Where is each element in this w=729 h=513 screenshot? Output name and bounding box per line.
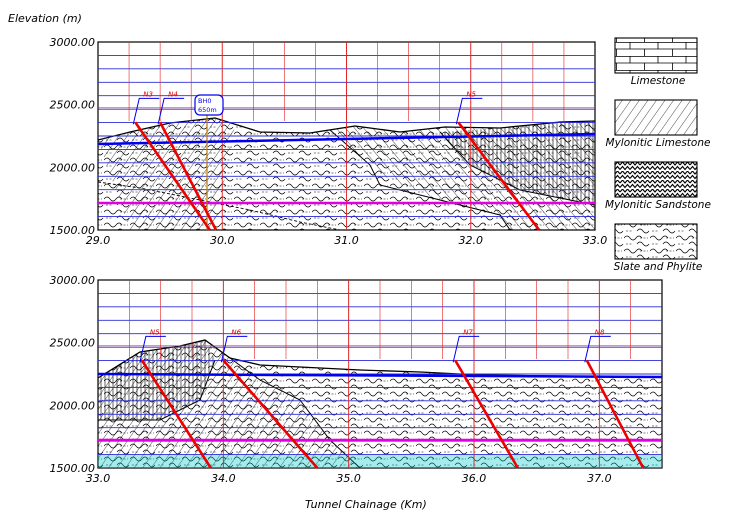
legend-swatch-brick — [614, 37, 698, 74]
fault-line — [158, 121, 218, 231]
fault-leader — [452, 335, 480, 363]
fault-line — [457, 121, 541, 231]
legend-item: Mylonitic Limestone — [606, 99, 711, 149]
legend-label: Limestone — [631, 75, 686, 87]
legend-item: Slate and Phylite — [614, 223, 703, 273]
legend-swatch-zigzag — [614, 161, 698, 198]
cyan-base-zone — [98, 455, 662, 468]
legend-label: Mylonitic Sandstone — [605, 199, 711, 211]
fault-leader — [139, 335, 166, 363]
fault-label: N5 — [150, 328, 160, 336]
top-x-ticks: 29.0 30.0 31.0 32.0 33.0 — [86, 234, 608, 247]
y-tick-label: 3000.00 — [50, 274, 96, 287]
legend-item: Limestone — [614, 37, 698, 87]
fault-label: N7 — [463, 328, 473, 336]
fault-label: N6 — [231, 328, 241, 336]
x-tick-label: 32.0 — [459, 234, 484, 247]
fault-label: N8 — [595, 328, 605, 336]
borehole-label: BH0 — [198, 97, 211, 105]
y-tick-label: 1500.00 — [50, 462, 96, 475]
bottom-x-ticks: 33.0 34.0 35.0 36.0 37.0 — [86, 472, 612, 485]
legend-item: Mylonitic Sandstone — [605, 161, 711, 211]
y-tick-label: 2500.00 — [50, 99, 96, 112]
legend-swatch-wavy — [614, 223, 698, 260]
ground-surface-line — [97, 117, 596, 141]
y-tick-label: 2000.00 — [50, 399, 96, 412]
y-tick-label: 1500.00 — [50, 224, 96, 237]
tunnel-alignment-line-bottom — [97, 372, 663, 379]
fault-leader — [455, 97, 483, 125]
legend-label: Mylonitic Limestone — [606, 137, 711, 149]
elevation-axis-label: Elevation (m) — [8, 12, 82, 25]
fault-line — [454, 359, 519, 469]
fault-label: N5 — [466, 90, 476, 98]
x-tick-label: 36.0 — [462, 472, 487, 485]
top-y-ticks: 3000.00 2500.00 2000.00 1500.00 — [50, 36, 96, 237]
bottom-profile-panel: N5 N6 N7 N8 3000.00 2500.00 2000.00 1500.00 33… — [50, 274, 663, 485]
legend-label: Slate and Phylite — [614, 261, 703, 273]
x-tick-label: 33.0 — [86, 472, 111, 485]
x-tick-label: 37.0 — [587, 472, 612, 485]
bottom-y-ticks: 3000.00 2500.00 2000.00 1500.00 — [50, 274, 96, 475]
y-tick-label: 2000.00 — [50, 161, 96, 174]
borehole-sublabel: 650m — [198, 106, 217, 114]
fault-label: N4 — [168, 90, 178, 98]
tunnel-alignment-line — [97, 132, 596, 146]
x-tick-label: 30.0 — [210, 234, 235, 247]
x-tick-label: 35.0 — [336, 472, 361, 485]
borehole-tag — [194, 94, 224, 116]
legend-swatch-diagonal — [614, 99, 698, 136]
fault-line — [222, 359, 319, 469]
lithology-legend: Limestone Mylonitic Limestone Mylonitic Sa… — [605, 37, 711, 273]
fault-leader — [584, 335, 611, 363]
x-tick-label: 29.0 — [86, 234, 111, 247]
fault-leader — [220, 335, 248, 363]
x-tick-label: 34.0 — [211, 472, 236, 485]
x-tick-label: 31.0 — [334, 234, 359, 247]
fault-line — [134, 121, 211, 231]
top-profile-panel: BH0 650m N3 N4 N5 3000.00 2500.00 2000.00 150… — [50, 36, 608, 247]
fault-line — [585, 359, 645, 469]
fault-leader — [132, 97, 160, 125]
x-tick-label: 33.0 — [583, 234, 608, 247]
y-tick-label: 3000.00 — [50, 36, 96, 49]
x-axis-label: Tunnel Chainage (Km) — [305, 498, 427, 511]
fault-label: N3 — [143, 90, 153, 98]
fault-leader — [157, 97, 185, 125]
y-tick-label: 2500.00 — [50, 337, 96, 350]
fault-line — [140, 359, 212, 469]
top-faults: N3 N4 N5 — [132, 90, 541, 231]
bottom-faults: N5 N6 N7 N8 — [139, 328, 645, 469]
